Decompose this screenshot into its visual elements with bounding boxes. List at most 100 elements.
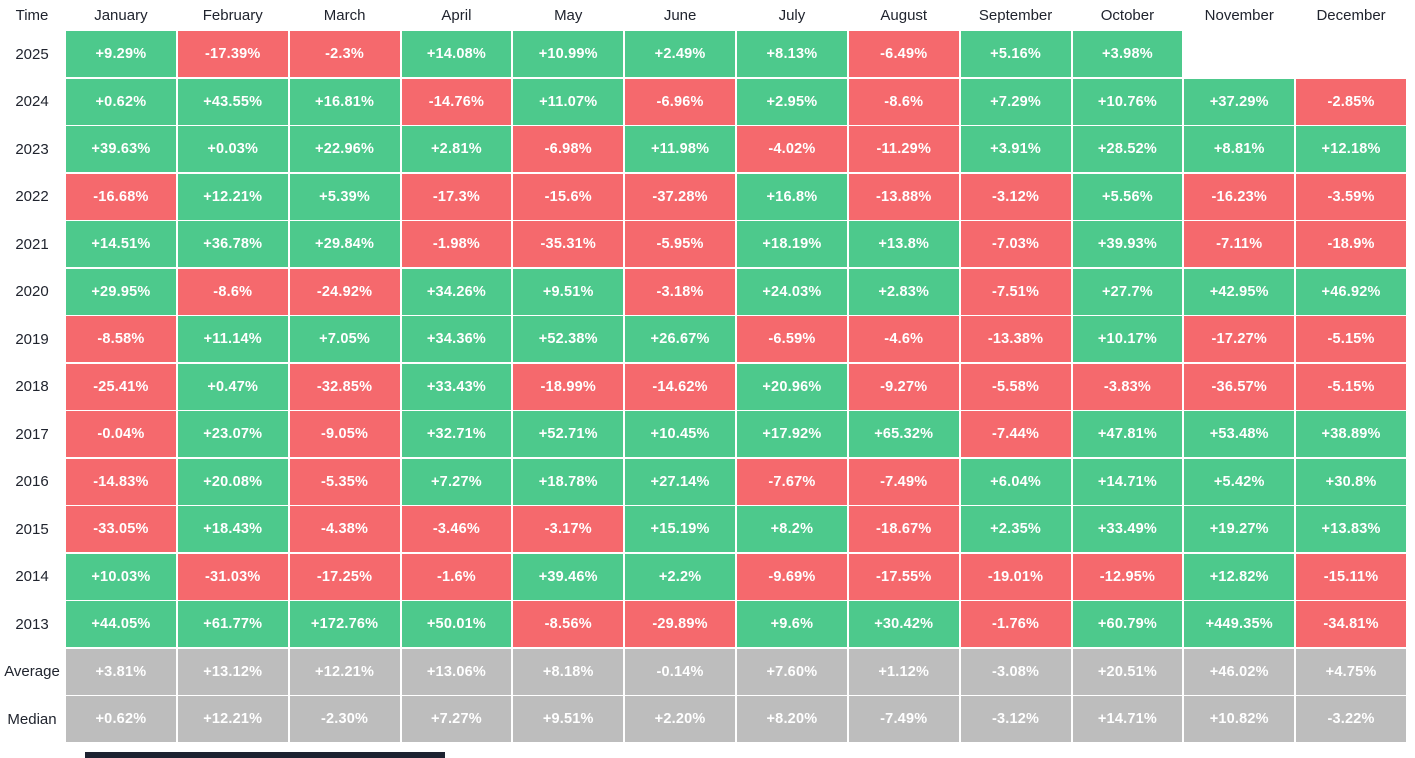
return-cell: +30.42% — [848, 601, 959, 647]
return-cell: -17.55% — [848, 553, 959, 600]
return-cell: -17.3% — [401, 173, 512, 220]
return-cell: +1.12% — [848, 648, 959, 695]
return-cell: +0.62% — [66, 78, 176, 125]
month-header: July — [778, 7, 806, 24]
return-cell: -5.35% — [289, 458, 400, 505]
return-cell: +12.21% — [177, 696, 288, 742]
return-cell: -4.02% — [737, 126, 847, 172]
return-cell: -3.22% — [1296, 696, 1406, 742]
return-cell: +53.48% — [1184, 411, 1295, 457]
return-cell: +26.67% — [625, 316, 735, 362]
return-cell: +9.6% — [737, 601, 847, 647]
return-cell: +7.27% — [401, 458, 512, 505]
return-cell: -2.85% — [1296, 78, 1406, 125]
return-cell: +37.29% — [1184, 78, 1295, 125]
return-cell: +22.96% — [289, 126, 400, 172]
return-cell: +43.55% — [177, 78, 288, 125]
return-cell: +33.49% — [1072, 506, 1183, 552]
return-cell: +36.78% — [177, 221, 288, 267]
return-cell: -3.18% — [625, 268, 735, 315]
return-cell: +12.21% — [289, 648, 400, 695]
return-cell: +7.29% — [960, 78, 1071, 125]
return-cell: -4.6% — [848, 316, 959, 362]
row-label-2014: 2014 — [15, 568, 49, 585]
return-cell: -2.3% — [289, 31, 400, 77]
return-cell: -17.39% — [177, 31, 288, 77]
return-cell: +3.91% — [960, 126, 1071, 172]
return-cell: +39.93% — [1072, 221, 1183, 267]
return-cell: -7.11% — [1184, 221, 1295, 267]
return-cell: +61.77% — [177, 601, 288, 647]
return-cell: +27.14% — [625, 458, 735, 505]
return-cell: +16.8% — [737, 173, 847, 220]
month-header: October — [1100, 7, 1155, 24]
return-cell: -3.46% — [401, 506, 512, 552]
return-cell: +14.08% — [401, 31, 512, 77]
return-cell: -13.38% — [960, 316, 1071, 362]
return-cell: +8.13% — [737, 31, 847, 77]
return-cell: +8.2% — [737, 506, 847, 552]
return-cell: -5.58% — [960, 363, 1071, 410]
return-cell: +38.89% — [1296, 411, 1406, 457]
return-cell: -11.29% — [848, 126, 959, 172]
month-header: January — [94, 7, 148, 24]
return-cell: -3.17% — [513, 506, 624, 552]
return-cell: -15.11% — [1296, 553, 1406, 600]
month-header: September — [978, 7, 1053, 24]
return-cell: +28.52% — [1072, 126, 1183, 172]
return-cell: +8.20% — [737, 696, 847, 742]
row-label-2019: 2019 — [15, 330, 49, 348]
return-cell: +17.92% — [737, 411, 847, 457]
return-cell: +3.98% — [1072, 31, 1183, 77]
return-cell: +32.71% — [401, 411, 512, 457]
return-cell: +2.35% — [960, 506, 1071, 552]
return-cell: +5.16% — [960, 31, 1071, 77]
return-cell: -14.62% — [625, 363, 735, 410]
month-header: February — [202, 7, 263, 24]
return-cell: +2.95% — [737, 78, 847, 125]
return-cell: -17.27% — [1184, 316, 1295, 362]
return-cell: +5.42% — [1184, 458, 1295, 505]
return-cell: -6.59% — [737, 316, 847, 362]
return-cell: -5.15% — [1296, 316, 1406, 362]
month-header: May — [554, 7, 583, 24]
return-cell: +50.01% — [401, 601, 512, 647]
return-cell: +52.38% — [513, 316, 624, 362]
return-cell: -8.56% — [513, 601, 624, 647]
month-header: August — [880, 7, 928, 24]
return-cell: -2.30% — [289, 696, 400, 742]
return-cell: +46.92% — [1296, 268, 1406, 315]
return-cell: +34.26% — [401, 268, 512, 315]
return-cell: +52.71% — [513, 411, 624, 457]
return-cell: +0.47% — [177, 363, 288, 410]
return-cell: +20.51% — [1072, 648, 1183, 695]
return-cell: +7.05% — [289, 316, 400, 362]
return-cell: -32.85% — [289, 363, 400, 410]
month-header: December — [1316, 7, 1386, 24]
return-cell: -6.98% — [513, 126, 624, 172]
return-cell: +11.98% — [625, 126, 735, 172]
return-cell: +12.18% — [1296, 126, 1406, 172]
return-cell: +18.43% — [177, 506, 288, 552]
return-cell: +24.03% — [737, 268, 847, 315]
return-cell: +34.36% — [401, 316, 512, 362]
return-cell: -17.25% — [289, 553, 400, 600]
return-cell: -19.01% — [960, 553, 1071, 600]
return-cell: +3.81% — [66, 648, 176, 695]
return-cell: -25.41% — [66, 363, 176, 410]
return-cell: -4.38% — [289, 506, 400, 552]
return-cell: -7.49% — [848, 458, 959, 505]
return-cell: -7.49% — [848, 696, 959, 742]
return-cell: -36.57% — [1184, 363, 1295, 410]
empty-cell — [1184, 31, 1294, 77]
row-label-2021: 2021 — [15, 235, 49, 253]
return-cell: -12.95% — [1072, 553, 1183, 600]
month-header: November — [1204, 7, 1274, 24]
return-cell: +20.96% — [737, 363, 847, 410]
row-label-2024: 2024 — [15, 93, 49, 110]
row-label-2022: 2022 — [15, 188, 49, 205]
return-cell: -31.03% — [177, 553, 288, 600]
return-cell: -1.76% — [960, 601, 1071, 647]
return-cell: +13.12% — [177, 648, 288, 695]
row-label-2018: 2018 — [15, 378, 49, 395]
